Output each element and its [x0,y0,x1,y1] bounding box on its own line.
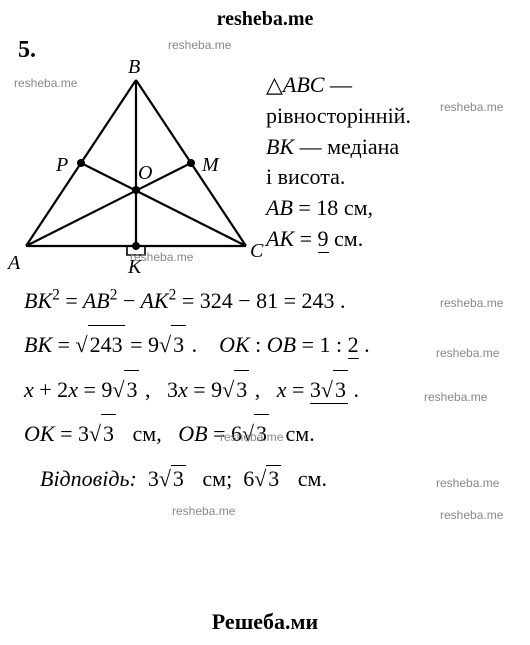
vertex-label: A [8,252,20,275]
vertex-label: O [138,162,152,185]
calc-line2: BK = √243 = 9√3 . OK : OB = 1 : 2 . [24,325,518,363]
triangle-diagram: ABCKPMO [6,66,266,276]
site-header: resheba.me [0,0,530,31]
given-line6: AK = 9 см. [266,224,530,255]
problem-number: 5. [0,37,530,64]
watermark: resheba.me [172,504,235,518]
given-line2: рівносторінній. [266,101,530,132]
site-footer: Решеба.ми [0,609,530,635]
given-line1: △ABC — [266,70,530,101]
vertex-label: K [128,256,141,279]
given-line4: і висота. [266,162,530,193]
calc-line1: BK2 = AB2 − AK2 = 324 − 81 = 243 . [24,282,518,319]
vertex-label: M [202,154,219,177]
given-conditions: △ABC — рівносторінній. BK — медіана і ви… [266,66,530,276]
given-line3: BK — медіана [266,132,530,163]
calculations: BK2 = AB2 − AK2 = 324 − 81 = 243 . BK = … [0,282,530,453]
vertex-label: B [128,56,140,79]
vertex-label: P [56,154,68,177]
watermark: resheba.me [440,508,503,522]
calc-line4: OK = 3√3 см, OB = 6√3 см. [24,414,518,452]
vertex-label: C [250,240,263,263]
calc-line3: x + 2x = 9√3 , 3x = 9√3 , x = 3√3 . [24,370,518,408]
content-row: ABCKPMO △ABC — рівносторінній. BK — меді… [0,66,530,276]
answer-line: Відповідь: 3√3 см; 6√3 см. [0,465,530,492]
given-line5: AB = 18 см, [266,193,530,224]
